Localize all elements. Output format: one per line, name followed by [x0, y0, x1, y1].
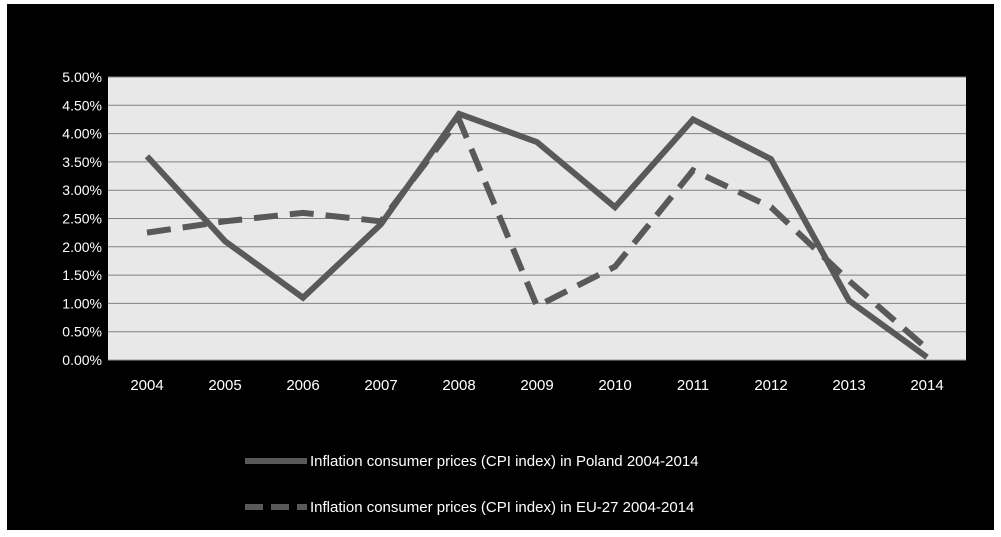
y-tick-label: 0.50%	[62, 324, 102, 340]
x-axis: 2004 2005 2006 2007 2008 2009 2010 2011 2012 2013…	[108, 359, 966, 394]
x-tick-label: 2009	[520, 377, 553, 394]
y-tick-label: 2.00%	[62, 239, 102, 255]
series-line-eu27	[146, 113, 929, 351]
x-tick-label: 2008	[442, 377, 475, 394]
y-axis: 0.00% 0.50% 1.00% 1.50% 2.00% 2.50% 3.00% 3.50%…	[62, 69, 102, 368]
y-tick-label: 1.50%	[62, 267, 102, 283]
x-tick-label: 2007	[364, 377, 397, 394]
x-tick-label: 2010	[598, 377, 631, 394]
x-tick-label: 2012	[754, 377, 787, 394]
x-tick-label: 2014	[910, 377, 943, 394]
y-tick-label: 2.50%	[62, 211, 102, 227]
y-tick-label: 0.00%	[62, 352, 102, 368]
line-chart: 0.00% 0.50% 1.00% 1.50% 2.00% 2.50% 3.00% 3.50%…	[62, 69, 966, 516]
y-tick-label: 5.00%	[62, 69, 102, 85]
legend-label-poland: Inflation consumer prices (CPI index) in…	[310, 453, 699, 470]
y-tick-label: 3.50%	[62, 154, 102, 170]
y-tick-label: 4.00%	[62, 126, 102, 142]
x-tick-label: 2011	[677, 377, 709, 394]
chart-panel: 0.00% 0.50% 1.00% 1.50% 2.00% 2.50% 3.00% 3.50%…	[7, 4, 994, 530]
y-tick-label: 3.00%	[62, 182, 102, 198]
x-tick-label: 2013	[832, 377, 865, 394]
x-tick-label: 2005	[208, 377, 241, 394]
series-lines	[144, 110, 929, 360]
y-tick-label: 1.00%	[62, 295, 102, 311]
x-tick-label: 2004	[130, 377, 163, 394]
legend: Inflation consumer prices (CPI index) in…	[245, 453, 699, 516]
legend-label-eu27: Inflation consumer prices (CPI index) in…	[310, 499, 694, 516]
y-tick-label: 4.50%	[62, 97, 102, 113]
x-tick-label: 2006	[286, 377, 319, 394]
